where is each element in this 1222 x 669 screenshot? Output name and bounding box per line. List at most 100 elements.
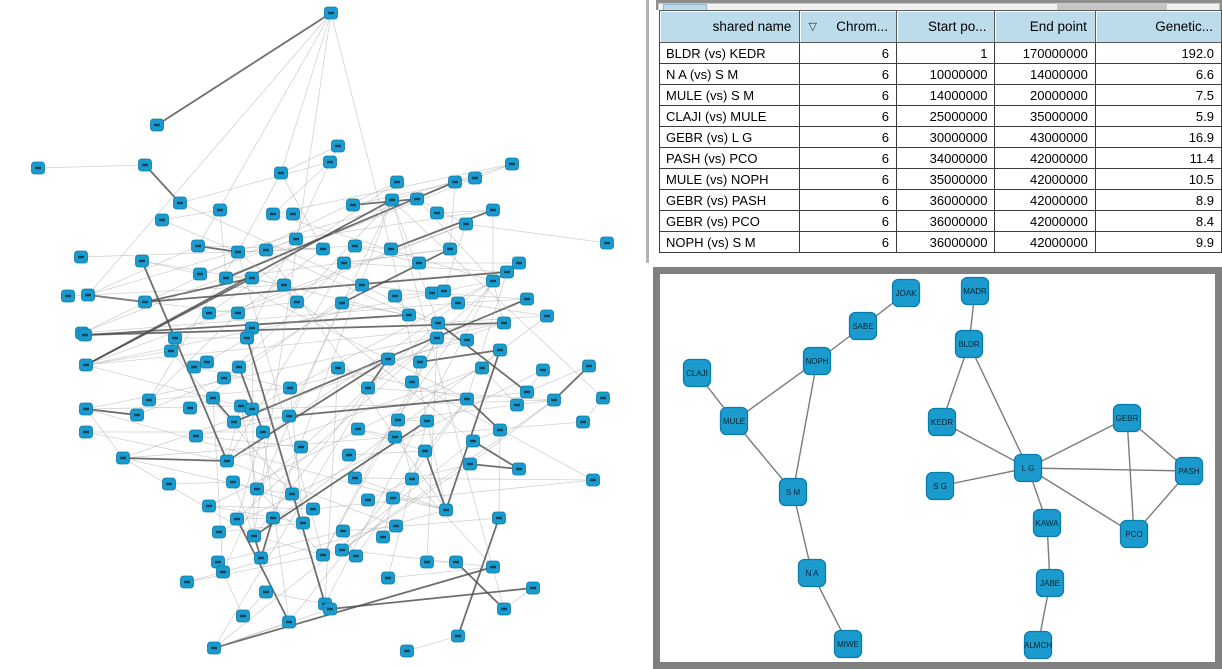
detail-network-node-sabe[interactable]: SABE [848, 311, 878, 341]
overview-network-node[interactable] [274, 166, 288, 180]
cell-value[interactable]: 9.9 [1094, 231, 1222, 253]
detail-network-node-s-m[interactable]: S M [778, 477, 808, 507]
cell-value[interactable]: 36000000 [896, 210, 996, 232]
overview-network-node[interactable] [245, 402, 259, 416]
overview-network-node[interactable] [247, 529, 261, 543]
column-header-start-po[interactable]: Start po... [896, 10, 996, 43]
overview-network-node[interactable] [256, 425, 270, 439]
overview-network-node[interactable] [155, 213, 169, 227]
overview-network-node[interactable] [219, 271, 233, 285]
overview-network-node[interactable] [212, 525, 226, 539]
detail-network-node-jabe[interactable]: JABE [1035, 568, 1065, 598]
overview-network-node[interactable] [418, 444, 432, 458]
detail-network-node-gebr[interactable]: GEBR [1112, 403, 1142, 433]
overview-network-node[interactable] [466, 434, 480, 448]
table-row[interactable]: BLDR (vs) KEDR 6 1 170000000 192.0 [658, 42, 1222, 64]
overview-network-node[interactable] [512, 462, 526, 476]
overview-network-node[interactable] [266, 511, 280, 525]
cell-shared-name[interactable]: CLAJI (vs) MULE [658, 105, 801, 127]
cell-value[interactable]: 170000000 [994, 42, 1096, 64]
detail-network-view[interactable]: JOAK MADR SABE BLDR NOPH CLAJI MULE KEDR GEBR L G… [660, 274, 1215, 662]
cell-shared-name[interactable]: GEBR (vs) PCO [658, 210, 801, 232]
overview-network-node[interactable] [296, 516, 310, 530]
overview-network-node[interactable] [493, 343, 507, 357]
overview-network-node[interactable] [331, 139, 345, 153]
overview-network-node[interactable] [376, 530, 390, 544]
overview-network-node[interactable] [259, 585, 273, 599]
overview-network-canvas[interactable] [0, 0, 656, 669]
overview-network-node[interactable] [437, 284, 451, 298]
detail-network-node-miwe[interactable]: MIWE [833, 629, 863, 659]
overview-network-node[interactable] [306, 502, 320, 516]
detail-network-node-kedr[interactable]: KEDR [927, 407, 957, 437]
overview-network-node[interactable] [431, 316, 445, 330]
cell-value[interactable]: 8.9 [1094, 189, 1222, 211]
overview-network-node[interactable] [468, 171, 482, 185]
detail-network-node-l-g[interactable]: L G [1013, 453, 1043, 483]
cell-value[interactable]: 16.9 [1094, 126, 1222, 148]
overview-network-node[interactable] [168, 331, 182, 345]
overview-network-node[interactable] [430, 331, 444, 345]
overview-network-node[interactable] [486, 274, 500, 288]
overview-network-node[interactable] [164, 344, 178, 358]
detail-network-node-noph[interactable]: NOPH [802, 346, 832, 376]
cell-shared-name[interactable]: MULE (vs) NOPH [658, 168, 801, 190]
overview-network-node[interactable] [207, 641, 221, 655]
overview-network-node[interactable] [323, 602, 337, 616]
cell-value[interactable]: 34000000 [896, 147, 996, 169]
overview-network-node[interactable] [162, 477, 176, 491]
overview-network-node[interactable] [331, 361, 345, 375]
overview-network-node[interactable] [187, 360, 201, 374]
overview-network-node[interactable] [150, 118, 164, 132]
overview-network-node[interactable] [505, 157, 519, 171]
table-row[interactable]: NOPH (vs) S M 6 36000000 42000000 9.9 [658, 231, 1222, 253]
overview-network-node[interactable] [31, 161, 45, 175]
cell-value[interactable]: 7.5 [1094, 84, 1222, 106]
overview-network-node[interactable] [497, 316, 511, 330]
column-header-genetic[interactable]: Genetic... [1094, 10, 1222, 43]
cell-value[interactable]: 10000000 [896, 63, 996, 85]
overview-network-node[interactable] [413, 355, 427, 369]
detail-network-node-bldr[interactable]: BLDR [954, 329, 984, 359]
overview-network-node[interactable] [348, 471, 362, 485]
overview-network-node[interactable] [142, 393, 156, 407]
overview-network-node[interactable] [135, 254, 149, 268]
overview-network-node[interactable] [324, 6, 338, 20]
overview-network-node[interactable] [576, 415, 590, 429]
overview-network-node[interactable] [388, 430, 402, 444]
overview-network-node[interactable] [231, 306, 245, 320]
cell-shared-name[interactable]: PASH (vs) PCO [658, 147, 801, 169]
overview-network-node[interactable] [410, 192, 424, 206]
table-row[interactable]: MULE (vs) NOPH 6 35000000 42000000 10.5 [658, 168, 1222, 190]
overview-network-node[interactable] [536, 363, 550, 377]
overview-network-node[interactable] [520, 292, 534, 306]
overview-network-node[interactable] [460, 333, 474, 347]
detail-network-node-pco[interactable]: PCO [1119, 519, 1149, 549]
overview-network-node[interactable] [425, 286, 439, 300]
cell-value[interactable]: 42000000 [994, 147, 1096, 169]
overview-network-node[interactable] [448, 175, 462, 189]
overview-network-node[interactable] [202, 306, 216, 320]
overview-network-node[interactable] [420, 414, 434, 428]
cell-value[interactable]: 42000000 [994, 168, 1096, 190]
overview-network-node[interactable] [510, 398, 524, 412]
overview-network-node[interactable] [130, 408, 144, 422]
overview-network-node[interactable] [497, 602, 511, 616]
cell-value[interactable]: 14000000 [994, 63, 1096, 85]
overview-network-node[interactable] [355, 278, 369, 292]
cell-value[interactable]: 43000000 [994, 126, 1096, 148]
cell-value[interactable]: 6 [799, 189, 898, 211]
cell-value[interactable]: 5.9 [1094, 105, 1222, 127]
overview-network-node[interactable] [285, 487, 299, 501]
scrollbar-track[interactable] [658, 3, 1220, 12]
cell-value[interactable]: 30000000 [896, 126, 996, 148]
overview-network-node[interactable] [391, 413, 405, 427]
table-row[interactable]: GEBR (vs) PCO 6 36000000 42000000 8.4 [658, 210, 1222, 232]
cell-value[interactable]: 6.6 [1094, 63, 1222, 85]
overview-network-node[interactable] [351, 422, 365, 436]
overview-network-node[interactable] [213, 203, 227, 217]
cell-value[interactable]: 6 [799, 126, 898, 148]
overview-network-node[interactable] [486, 560, 500, 574]
overview-network-node[interactable] [226, 475, 240, 489]
overview-network-node[interactable] [451, 629, 465, 643]
